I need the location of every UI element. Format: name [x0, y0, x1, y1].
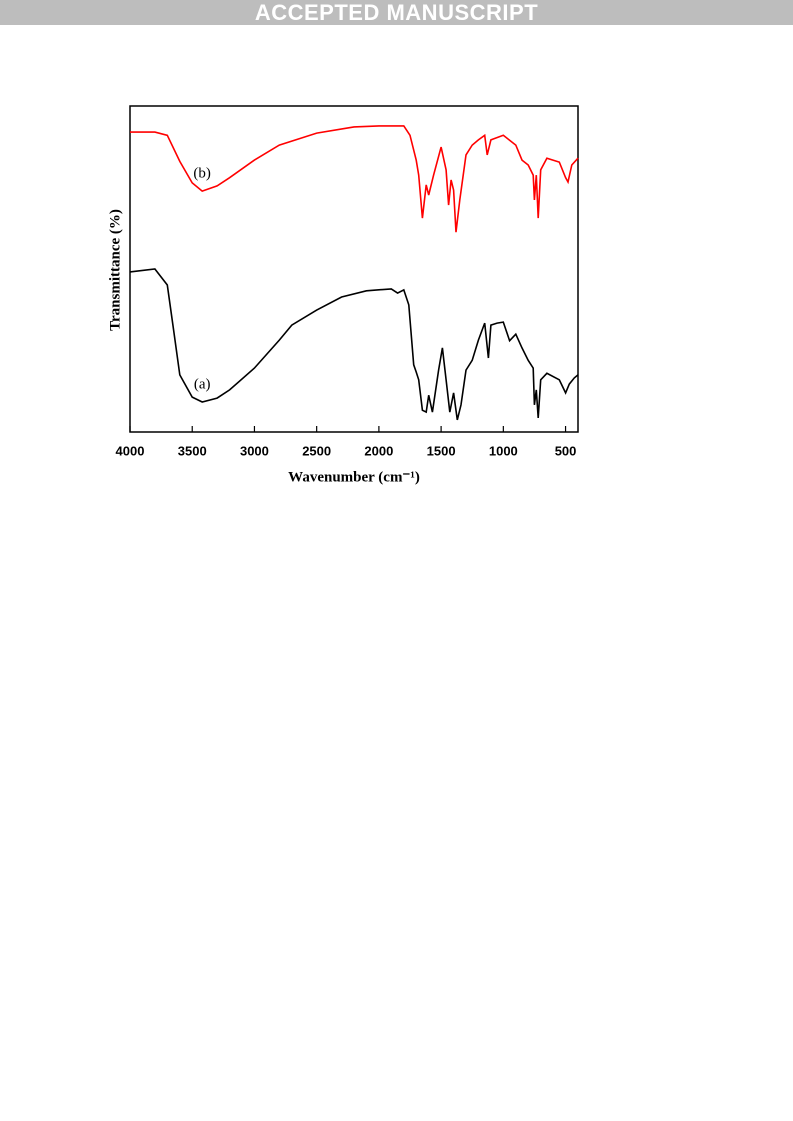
y-axis-title: Transmittance (%) — [107, 209, 123, 331]
banner: ACCEPTED MANUSCRIPT — [0, 0, 793, 25]
curve-label: (b) — [193, 166, 211, 182]
x-tick-label: 500 — [555, 443, 577, 458]
chart: Wavenumber (cm⁻¹) Transmittance (%) 4000… — [107, 105, 579, 485]
x-tick-label: 4000 — [116, 443, 145, 458]
x-tick-label: 2000 — [364, 443, 393, 458]
x-axis-title: Wavenumber (cm⁻¹) — [288, 469, 420, 485]
x-tick-label: 1000 — [489, 443, 518, 458]
spectrum-line — [130, 125, 579, 233]
x-tick-label: 3500 — [178, 443, 207, 458]
x-tick-label: 3000 — [240, 443, 269, 458]
x-tick-label: 2500 — [302, 443, 331, 458]
x-tick-label: 1500 — [427, 443, 456, 458]
curve-label: (a) — [194, 376, 211, 392]
spectrum-line — [129, 268, 579, 421]
plot-frame — [129, 105, 579, 433]
